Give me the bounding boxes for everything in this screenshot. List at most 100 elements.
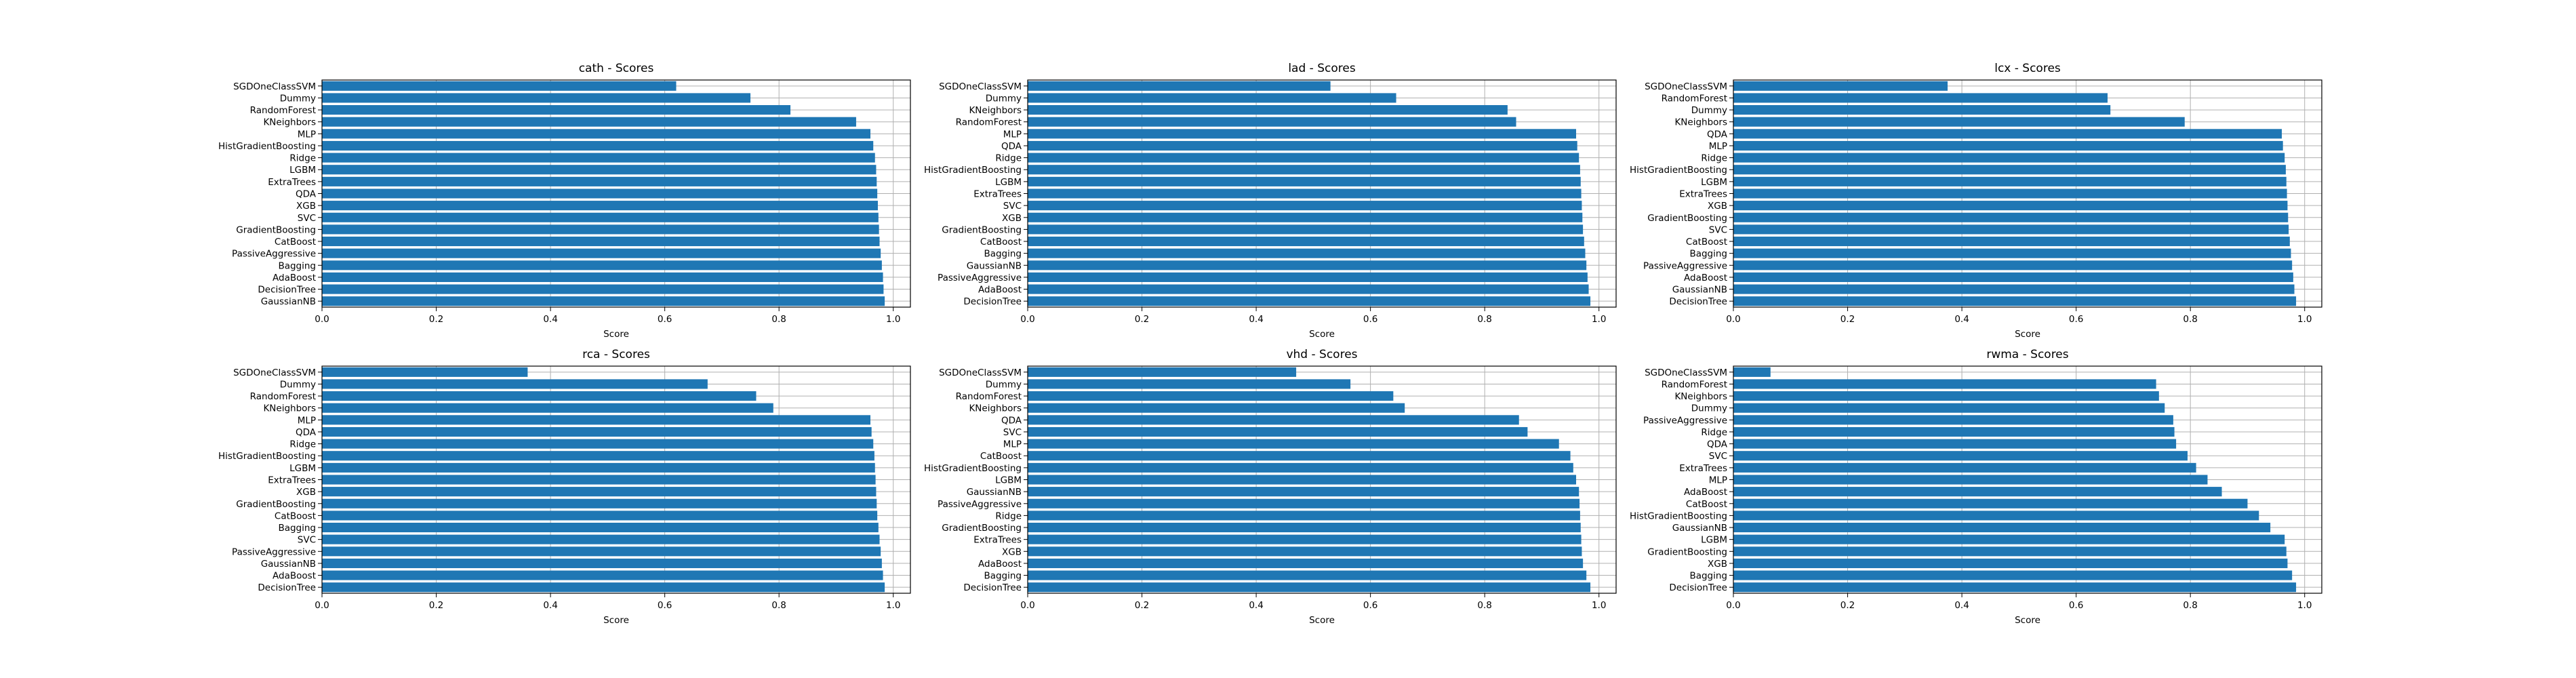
x-axis-label: Score (1309, 615, 1335, 626)
y-tick-label: QDA (296, 427, 317, 438)
y-tick-label: SVC (1709, 451, 1727, 462)
y-tick-label: CatBoost (1686, 237, 1727, 247)
y-tick-label: MLP (1709, 475, 1727, 486)
bar (1028, 296, 1591, 306)
bar (1733, 224, 2289, 235)
bar (322, 105, 791, 115)
bar (322, 284, 884, 294)
bar (1733, 153, 2285, 163)
bar (322, 176, 877, 186)
bar (1733, 296, 2297, 306)
x-tick-label: 0.0 (1726, 314, 1740, 325)
y-tick-label: LGBM (289, 463, 316, 474)
y-tick-label: QDA (296, 189, 317, 200)
x-tick-label: 0.0 (315, 314, 329, 325)
y-tick-label: GradientBoosting (236, 224, 316, 235)
bar (1733, 236, 2290, 247)
y-tick-label: RandomForest (956, 391, 1022, 402)
y-tick-label: Dummy (280, 379, 316, 390)
y-tick-label: AdaBoost (273, 571, 316, 582)
y-tick-label: HistGradientBoosting (924, 165, 1022, 176)
y-tick-label: KNeighbors (263, 117, 316, 128)
y-tick-label: SGDOneClassSVM (1645, 367, 1727, 378)
x-tick-label: 1.0 (886, 600, 900, 611)
y-tick-label: LGBM (995, 475, 1022, 486)
bar (1733, 140, 2283, 151)
bar (1733, 93, 2108, 103)
x-tick-label: 1.0 (1592, 314, 1606, 325)
y-tick-label: QDA (1707, 129, 1728, 140)
bar (322, 415, 871, 425)
chart-title: vhd - Scores (1286, 348, 1357, 361)
y-tick-label: PassiveAggressive (938, 499, 1022, 510)
y-tick-label: XGB (1002, 213, 1022, 224)
y-tick-label: GradientBoosting (942, 523, 1022, 534)
bar (1733, 284, 2295, 294)
bar (1028, 391, 1394, 401)
bar (322, 558, 882, 568)
bar (1028, 511, 1580, 521)
axes-frame (321, 79, 911, 308)
x-axis-label: Score (2015, 329, 2040, 340)
x-tick-label: 0.8 (1477, 314, 1491, 325)
y-tick-label: Ridge (289, 153, 316, 164)
x-tick-label: 0.2 (1135, 314, 1149, 325)
x-tick-label: 0.0 (315, 600, 329, 611)
y-tick-label: MLP (298, 415, 316, 426)
y-tick-label: CatBoost (980, 237, 1022, 247)
bar (1733, 176, 2287, 186)
bar (1028, 224, 1584, 235)
y-tick-label: XGB (296, 487, 316, 498)
bar (1028, 570, 1587, 580)
y-tick-label: PassiveAggressive (232, 546, 316, 557)
y-tick-label: KNeighbors (1674, 117, 1727, 128)
y-tick-label: Dummy (986, 93, 1022, 104)
axes-frame (1027, 365, 1617, 594)
bar (1733, 403, 2165, 413)
bar (1028, 284, 1589, 294)
y-tick-label: MLP (1003, 439, 1022, 450)
y-tick-label: RandomForest (250, 105, 316, 116)
y-tick-label: HistGradientBoosting (218, 451, 316, 462)
bar (1733, 511, 2259, 521)
y-tick-label: SVC (1003, 427, 1022, 438)
chart-panel: 0.0 0.2 0.4 0.6 0.8 1.0 SGDOneClassSVMRandomFo… (1630, 62, 2322, 340)
bar (322, 248, 881, 258)
y-tick-label: XGB (1708, 201, 1727, 212)
bar (1028, 475, 1577, 485)
y-tick-label: Ridge (1701, 153, 1727, 164)
bar (1733, 475, 2208, 485)
bar (322, 451, 874, 461)
bar (322, 487, 877, 497)
y-tick-label: SGDOneClassSVM (939, 81, 1022, 92)
bar (1733, 570, 2293, 580)
chart-panel: 0.0 0.2 0.4 0.6 0.8 1.0 SGDOneClassSVMRandomFo… (1630, 348, 2322, 626)
bar (322, 498, 877, 509)
y-tick-label: RandomForest (1662, 379, 1727, 390)
x-axis-label: Score (2015, 615, 2040, 626)
chart-title: lad - Scores (1288, 62, 1355, 75)
y-tick-label: CatBoost (275, 237, 316, 247)
bar (322, 165, 877, 175)
x-tick-label: 0.0 (1726, 600, 1740, 611)
bar (1028, 201, 1582, 211)
y-tick-label: Dummy (1691, 105, 1727, 116)
bar (1028, 415, 1519, 425)
bar (1733, 212, 2289, 222)
y-tick-label: RandomForest (956, 117, 1022, 128)
y-tick-label: RandomForest (250, 391, 316, 402)
bar (1028, 272, 1588, 282)
bar (322, 93, 751, 103)
bar (322, 522, 879, 533)
x-tick-label: 0.6 (2069, 314, 2083, 325)
x-tick-label: 0.8 (2183, 314, 2197, 325)
y-tick-label: Dummy (986, 379, 1022, 390)
y-tick-label: HistGradientBoosting (1630, 165, 1727, 176)
x-tick-label: 0.4 (543, 314, 557, 325)
x-tick-label: 0.8 (771, 314, 786, 325)
y-tick-label: AdaBoost (978, 285, 1022, 296)
x-tick-label: 0.0 (1020, 314, 1034, 325)
axes-frame (1027, 79, 1617, 308)
y-tick-label: Bagging (278, 523, 316, 534)
bar (1733, 379, 2156, 389)
